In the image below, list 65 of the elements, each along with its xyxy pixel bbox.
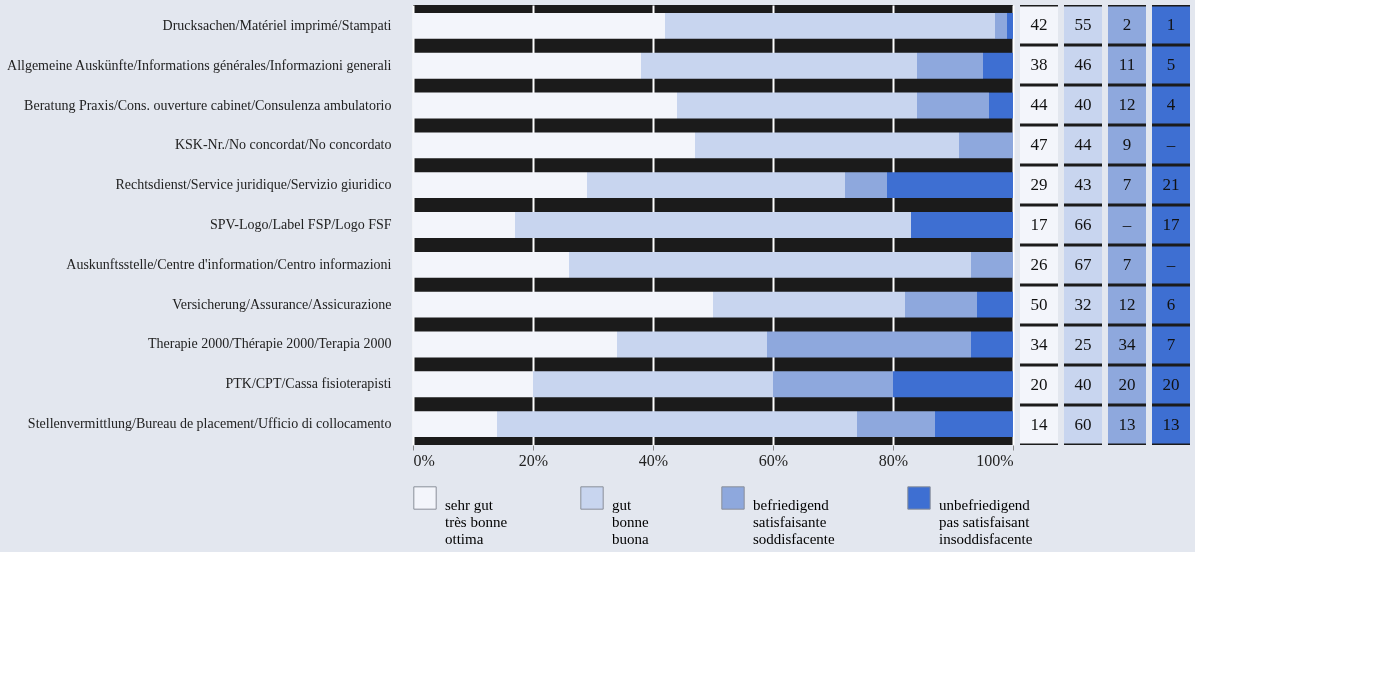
data-label: 7 — [1122, 175, 1132, 194]
data-label: 25 — [1074, 335, 1092, 354]
x-tick-label: 20% — [518, 451, 549, 469]
y-tick-label: Stellenvermittlung/Bureau de placement/Ufficio di collocamento — [27, 416, 392, 432]
data-label: 11 — [1118, 55, 1136, 74]
legend-label: unbefriedigend pas satisfaisant insoddisfacente — [939, 497, 1033, 547]
x-tick-label: 40% — [638, 451, 669, 469]
y-tick-label: KSK-Nr./No concordat/No concordato — [174, 137, 392, 153]
data-label: 60 — [1074, 415, 1092, 434]
data-label: 6 — [1166, 295, 1176, 314]
data-label: 14 — [1030, 415, 1048, 434]
data-label: – — [1165, 255, 1176, 274]
data-label: 9 — [1122, 135, 1132, 154]
data-label: 7 — [1166, 335, 1176, 354]
legend-label: sehr gut très bonne ottima — [445, 497, 508, 547]
data-label: 7 — [1122, 255, 1132, 274]
x-tick-label: 100% — [976, 451, 1014, 469]
legend-label: gut bonne buona — [612, 497, 649, 547]
data-label: 40 — [1074, 95, 1092, 114]
data-label: 12 — [1118, 295, 1136, 314]
y-tick-label: Versicherung/Assurance/Assicurazione — [172, 296, 392, 312]
y-tick-label: Auskunftsstelle/Centre d'information/Centro informazioni — [66, 256, 392, 272]
data-label: 32 — [1074, 295, 1092, 314]
data-label: 66 — [1074, 215, 1092, 234]
data-label: – — [1165, 135, 1176, 154]
data-label: 34 — [1118, 335, 1136, 354]
data-label: 17 — [1162, 215, 1180, 234]
data-label: 13 — [1118, 415, 1136, 434]
data-label: 38 — [1030, 55, 1048, 74]
data-label: 50 — [1030, 295, 1048, 314]
data-label: 55 — [1074, 15, 1092, 34]
y-tick-label: Allgemeine Auskünfte/Informations générales/Informazioni generali — [7, 57, 392, 73]
legend-label: befriedigend satisfaisante soddisfacente — [753, 497, 835, 547]
data-label: 1 — [1166, 15, 1176, 34]
data-label: 42 — [1030, 15, 1048, 34]
x-tick-label: 0% — [413, 451, 435, 469]
data-label: 34 — [1030, 335, 1048, 354]
data-label: 13 — [1162, 415, 1180, 434]
data-label: 2 — [1122, 15, 1132, 34]
data-label: 20 — [1118, 375, 1136, 394]
data-label: 47 — [1030, 135, 1048, 154]
y-tick-label: SPV-Logo/Label FSP/Logo FSF — [209, 217, 392, 232]
data-label: 5 — [1166, 55, 1176, 74]
data-label: 29 — [1030, 175, 1048, 194]
data-label: 46 — [1074, 55, 1092, 74]
y-tick-label: Drucksachen/Matériel imprimé/Stampati — [162, 17, 392, 33]
data-label: 43 — [1074, 175, 1092, 194]
y-tick-label: PTK/CPT/Cassa fisioterapisti — [225, 376, 392, 392]
x-tick-label: 60% — [758, 451, 789, 469]
data-label: 12 — [1118, 95, 1136, 114]
data-label: 21 — [1162, 175, 1180, 194]
data-label: 26 — [1030, 255, 1048, 274]
data-label: 44 — [1074, 135, 1092, 154]
data-label: 67 — [1074, 255, 1092, 274]
data-label: 20 — [1162, 375, 1180, 394]
data-label: 40 — [1074, 375, 1092, 394]
data-label: – — [1121, 215, 1132, 234]
y-tick-label: Therapie 2000/Thérapie 2000/Terapia 2000 — [147, 336, 392, 352]
y-tick-label: Rechtsdienst/Service juridique/Servizio giuridico — [115, 177, 392, 193]
y-tick-label: Beratung Praxis/Cons. ouverture cabinet/Consulenza ambulatorio — [24, 97, 392, 113]
data-label: 4 — [1166, 95, 1176, 114]
data-label: 20 — [1030, 375, 1048, 394]
x-tick-label: 80% — [878, 451, 909, 469]
data-label: 17 — [1030, 215, 1048, 234]
data-label: 44 — [1030, 95, 1048, 114]
